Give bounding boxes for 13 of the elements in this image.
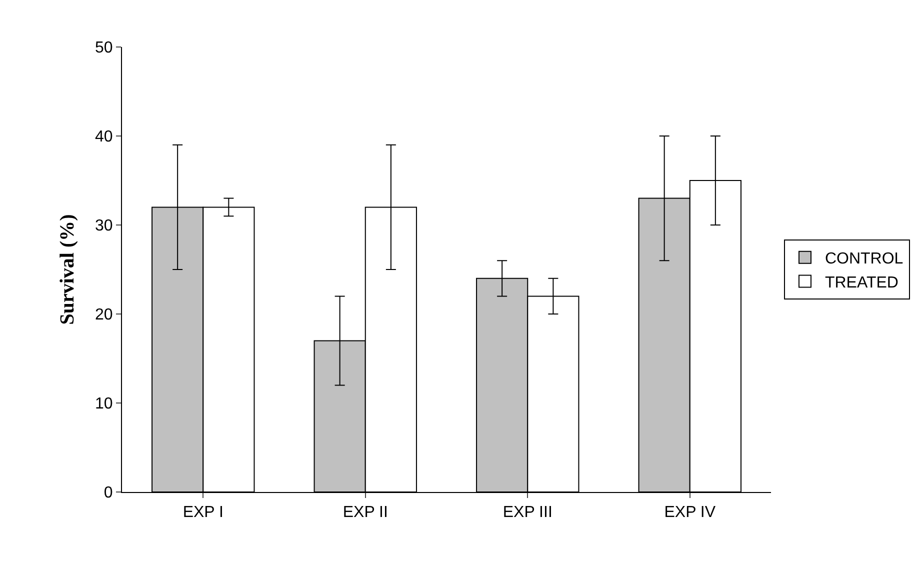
x-tick-label: EXP I [182, 504, 224, 522]
x-tick-label: EXP II [342, 504, 388, 522]
x-tick-label: EXP IV [664, 504, 716, 522]
y-tick-label: 40 [95, 128, 113, 146]
y-tick-label: 50 [95, 40, 113, 57]
legend-label: CONTROL [824, 250, 904, 268]
y-tick-label: 30 [95, 218, 113, 235]
y-axis-title: Survival (%) [56, 214, 79, 325]
x-tick-label: EXP III [502, 504, 552, 522]
legend-label: TREATED [824, 274, 898, 292]
y-tick-label: 20 [95, 306, 113, 324]
y-tick-label: 10 [95, 396, 113, 413]
y-tick-label: 0 [104, 484, 113, 502]
